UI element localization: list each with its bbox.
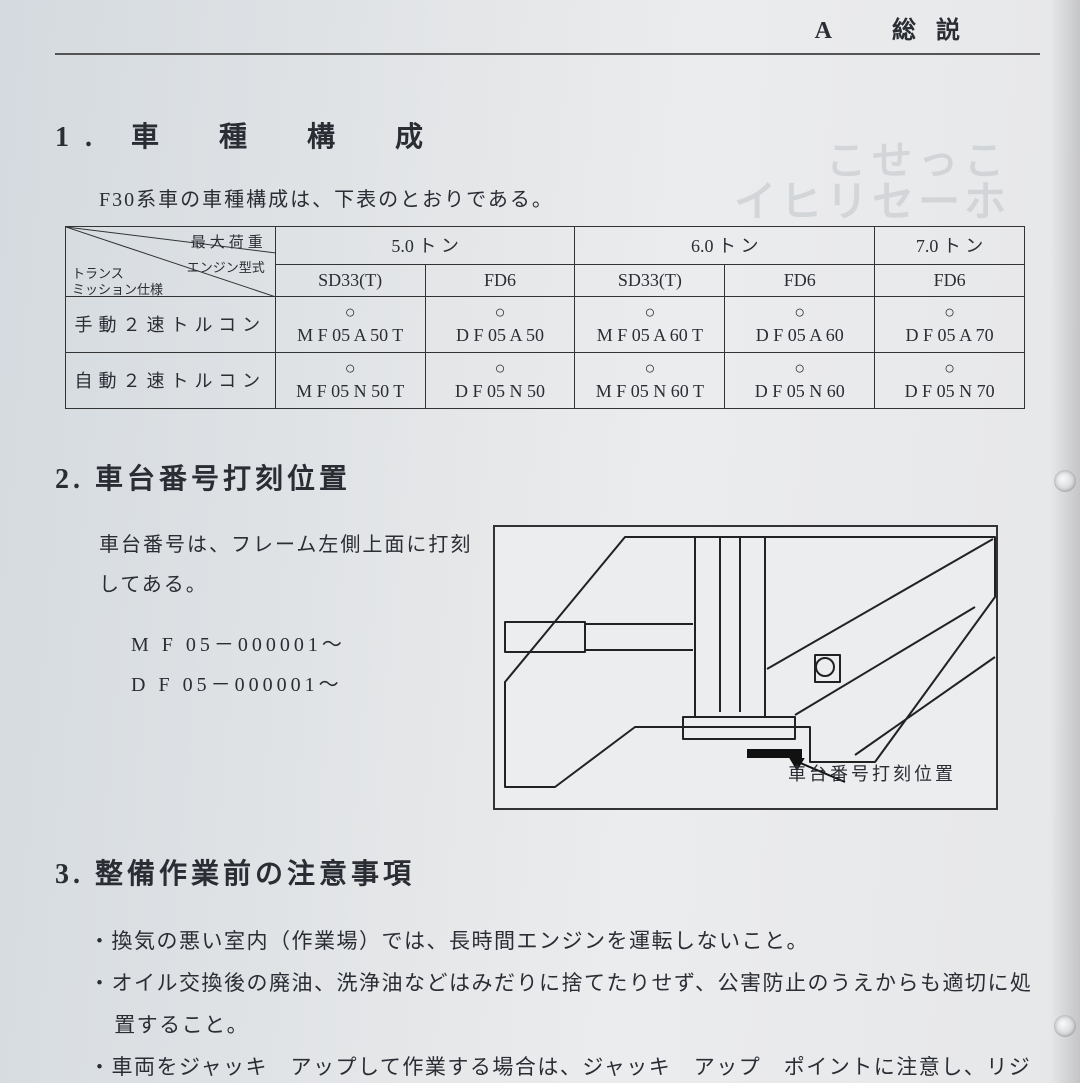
- corner-label-load: 最大荷重: [187, 231, 267, 252]
- page-binding-edge: [1050, 0, 1080, 1083]
- section-2-text-block: 車台番号は、フレーム左側上面に打刻してある。 M F 05－000001～ D …: [55, 525, 485, 705]
- circle-mark-icon: ○: [345, 303, 356, 321]
- section-title-2: 説: [936, 18, 980, 44]
- stamp-location-mark-icon: [747, 749, 802, 758]
- section-2-title: 2. 車台番号打刻位置: [55, 457, 1040, 497]
- list-item: オイル交換後の廃油、洗浄油などはみだりに捨てたりせず、公害防止のうえからも適切に…: [89, 962, 1040, 1046]
- serial-line: M F 05－000001～: [131, 625, 485, 665]
- engine-header: SD33(T): [275, 264, 425, 296]
- binder-hole-icon: [1054, 470, 1076, 492]
- load-header: 6.0 ト ン: [575, 227, 875, 265]
- engine-header: SD33(T): [575, 264, 725, 296]
- table-cell: ○ D F 05 N 70: [875, 352, 1025, 408]
- circle-mark-icon: ○: [644, 359, 655, 377]
- table-row: 手動２速トルコン ○ M F 05 A 50 T ○ D F 05 A 50 ○ M …: [66, 297, 1025, 353]
- table-cell: ○ D F 05 A 50: [425, 297, 575, 353]
- figure-caption: 車台番号打刻位置: [788, 760, 956, 786]
- table-corner-cell: 最大荷重 エンジン型式 トランス ミッション仕様: [66, 227, 276, 297]
- row-label: 自動２速トルコン: [66, 352, 276, 408]
- list-item: 車両をジャッキ アップして作業する場合は、ジャッキ アップ ポイントに注意し、リ…: [89, 1046, 1040, 1083]
- engine-header: FD6: [875, 264, 1025, 296]
- page-header: A 総説: [55, 10, 1040, 45]
- circle-mark-icon: ○: [495, 303, 506, 321]
- model-code: M F 05 A 60 T: [597, 325, 703, 345]
- model-code: M F 05 A 50 T: [297, 325, 403, 345]
- model-code: M F 05 N 50 T: [296, 381, 404, 401]
- model-code: D F 05 N 70: [905, 381, 995, 401]
- circle-mark-icon: ○: [944, 303, 955, 321]
- serial-numbers: M F 05－000001～ D F 05－000001～: [131, 625, 485, 705]
- model-code: D F 05 N 60: [755, 381, 845, 401]
- table-cell: ○ D F 05 A 60: [725, 297, 875, 353]
- serial-line: D F 05－000001～: [131, 665, 485, 705]
- section-3-title: 3. 整備作業前の注意事項: [55, 852, 1040, 892]
- model-code: D F 05 N 50: [455, 381, 545, 401]
- load-header: 5.0 ト ン: [275, 227, 575, 265]
- model-code: D F 05 A 70: [906, 325, 994, 345]
- circle-mark-icon: ○: [794, 303, 805, 321]
- chassis-stamp-figure: 車台番号打刻位置: [493, 525, 998, 810]
- table-row: 最大荷重 エンジン型式 トランス ミッション仕様 5.0 ト ン 6.0 ト ン…: [66, 227, 1025, 265]
- binder-hole-icon: [1054, 1015, 1076, 1037]
- circle-mark-icon: ○: [495, 359, 506, 377]
- engine-header: FD6: [425, 264, 575, 296]
- circle-mark-icon: ○: [794, 359, 805, 377]
- corner-label-trans2: ミッション仕様: [72, 279, 163, 298]
- section-2-description: 車台番号は、フレーム左側上面に打刻してある。: [99, 525, 485, 605]
- table-cell: ○ M F 05 A 50 T: [275, 297, 425, 353]
- table-cell: ○ D F 05 N 60: [725, 352, 875, 408]
- header-rule: [55, 53, 1040, 55]
- document-page: A総説 こせっこ イヒリセーホ 1. 車 種 構 成 F30系車の車種構成は、下…: [0, 0, 1080, 1083]
- load-header: 7.0 ト ン: [875, 227, 1025, 265]
- table-cell: ○ D F 05 A 70: [875, 297, 1025, 353]
- table-cell: ○ M F 05 N 60 T: [575, 352, 725, 408]
- corner-label-engine: エンジン型式: [175, 257, 265, 276]
- section-1-title: 1. 車 種 構 成: [55, 115, 1040, 155]
- vehicle-composition-table: 最大荷重 エンジン型式 トランス ミッション仕様 5.0 ト ン 6.0 ト ン…: [65, 226, 1025, 409]
- row-label: 手動２速トルコン: [66, 297, 276, 353]
- section-letter: A: [815, 18, 852, 44]
- table-row: 自動２速トルコン ○ M F 05 N 50 T ○ D F 05 N 50 ○ M …: [66, 352, 1025, 408]
- table-cell: ○ D F 05 N 50: [425, 352, 575, 408]
- circle-mark-icon: ○: [644, 303, 655, 321]
- list-item: 換気の悪い室内（作業場）では、長時間エンジンを運転しないこと。: [89, 920, 1040, 962]
- table-cell: ○ M F 05 N 50 T: [275, 352, 425, 408]
- model-code: D F 05 A 50: [456, 325, 544, 345]
- table-cell: ○ M F 05 A 60 T: [575, 297, 725, 353]
- model-code: M F 05 N 60 T: [596, 381, 704, 401]
- circle-mark-icon: ○: [345, 359, 356, 377]
- precaution-list: 換気の悪い室内（作業場）では、長時間エンジンを運転しないこと。 オイル交換後の廃…: [89, 920, 1040, 1083]
- section-title-1: 総: [892, 18, 936, 44]
- model-code: D F 05 A 60: [756, 325, 844, 345]
- section-1-intro: F30系車の車種構成は、下表のとおりである。: [99, 183, 1040, 212]
- section-3: 3. 整備作業前の注意事項 換気の悪い室内（作業場）では、長時間エンジンを運転し…: [55, 852, 1040, 1083]
- circle-mark-icon: ○: [944, 359, 955, 377]
- section-2-body: 車台番号は、フレーム左側上面に打刻してある。 M F 05－000001～ D …: [55, 525, 1040, 810]
- engine-header: FD6: [725, 264, 875, 296]
